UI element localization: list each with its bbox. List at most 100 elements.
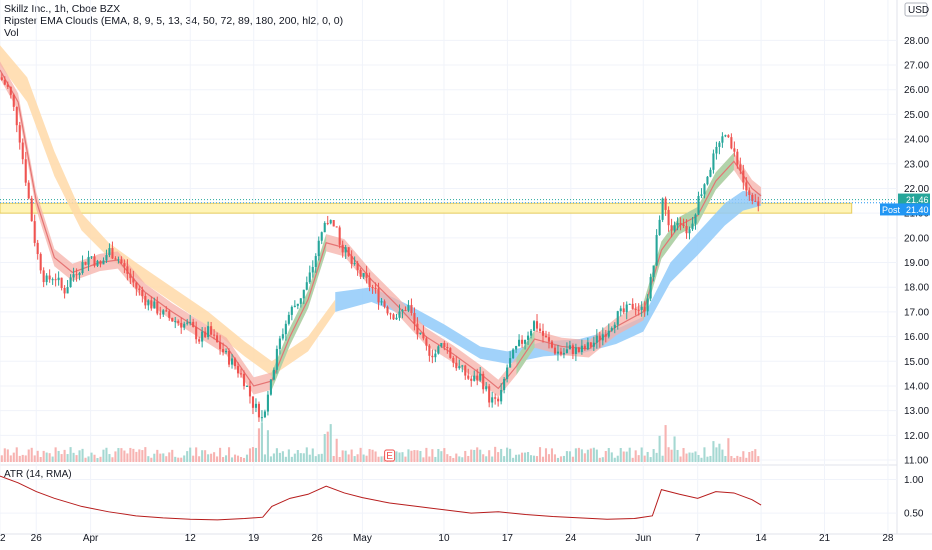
candle (640, 301, 643, 317)
candle-body (473, 375, 476, 381)
candle (631, 298, 634, 310)
candle (30, 195, 33, 222)
candle-body (201, 331, 204, 342)
candle-body (592, 342, 595, 347)
volume-bar (15, 447, 18, 462)
candle (479, 367, 482, 382)
candle-body (15, 106, 18, 126)
volume-bar (99, 456, 102, 462)
candle (111, 241, 114, 260)
candle (72, 267, 75, 282)
volume-bar (299, 453, 302, 462)
candle (150, 296, 153, 311)
candle-body (730, 137, 733, 149)
candle (440, 342, 443, 348)
candle (374, 282, 377, 294)
volume-bar (189, 447, 192, 462)
volume-bar (254, 447, 258, 462)
volume-bar (228, 447, 231, 462)
candle (500, 383, 503, 405)
candle (54, 273, 57, 287)
volume-bar (365, 455, 368, 462)
volume-bar (679, 456, 682, 462)
candle (213, 329, 216, 340)
volume-bar (233, 454, 237, 462)
candle (233, 357, 237, 370)
candle (601, 327, 604, 346)
candle (751, 193, 754, 205)
candle-body (628, 303, 631, 305)
candle (36, 239, 39, 260)
volume-legend[interactable]: Vol (4, 27, 19, 39)
price-tick-label: 26.00 (904, 85, 929, 96)
candle (96, 259, 99, 268)
volume-bar (745, 457, 748, 462)
candle-body (398, 311, 401, 318)
candle (607, 323, 610, 339)
candle (422, 325, 425, 341)
volume-bar (132, 448, 135, 462)
candle (541, 323, 545, 343)
volume-bar (706, 456, 709, 462)
volume-bar (338, 456, 341, 462)
volume-bar (616, 455, 619, 462)
volume-bar (162, 453, 165, 462)
volume-bar (625, 451, 628, 462)
volume-bar (260, 422, 263, 462)
candle-body (637, 309, 640, 311)
candle (667, 206, 670, 232)
candle-body (263, 411, 266, 418)
candle (222, 342, 225, 356)
volume-bar (613, 457, 616, 462)
candle (87, 250, 90, 271)
volume-bar (51, 456, 54, 462)
candle (634, 303, 637, 316)
candle (251, 396, 255, 415)
candle (159, 306, 162, 319)
candle (646, 294, 649, 316)
candle (413, 307, 416, 331)
candle-body (428, 345, 431, 356)
volume-bar (422, 457, 425, 462)
candle-body (33, 221, 36, 243)
candle-body (518, 339, 521, 347)
candle (323, 221, 326, 233)
volume-bar (174, 456, 177, 462)
candle (350, 250, 353, 269)
volume-bar (461, 457, 464, 462)
candle (81, 255, 84, 275)
volume-bar (500, 448, 503, 462)
volume-bar (640, 447, 643, 462)
candle-body (311, 266, 314, 273)
candle-body (260, 417, 263, 419)
candle-body (404, 310, 407, 312)
candle-body (550, 341, 554, 348)
candle (383, 299, 386, 309)
candle (574, 343, 577, 362)
candle (467, 368, 470, 380)
volume-bar (311, 448, 314, 462)
candle-body (506, 367, 509, 379)
candle-body (652, 265, 655, 278)
candle (45, 273, 48, 286)
volume-bar (607, 448, 610, 462)
volume-bar (664, 425, 667, 462)
candle (242, 370, 246, 390)
volume-bar (577, 447, 580, 462)
candle (183, 321, 186, 331)
candle-body (36, 242, 39, 255)
candle (144, 293, 147, 309)
price-tick-label: 17.00 (904, 307, 929, 318)
volume-bar (709, 455, 712, 462)
volume-bar (48, 453, 51, 462)
indicator-legend[interactable]: Ripster EMA Clouds (EMA, 8, 9, 5, 13, 34… (4, 15, 344, 27)
price-tick-label: 13.00 (904, 406, 929, 417)
candle-body (544, 335, 548, 338)
candle-body (718, 142, 721, 147)
volume-bar (589, 448, 592, 462)
price-tick-label: 18.00 (904, 283, 929, 294)
candle (269, 379, 272, 396)
volume-bar (574, 448, 577, 462)
time-tick-label: 19 (248, 533, 260, 544)
